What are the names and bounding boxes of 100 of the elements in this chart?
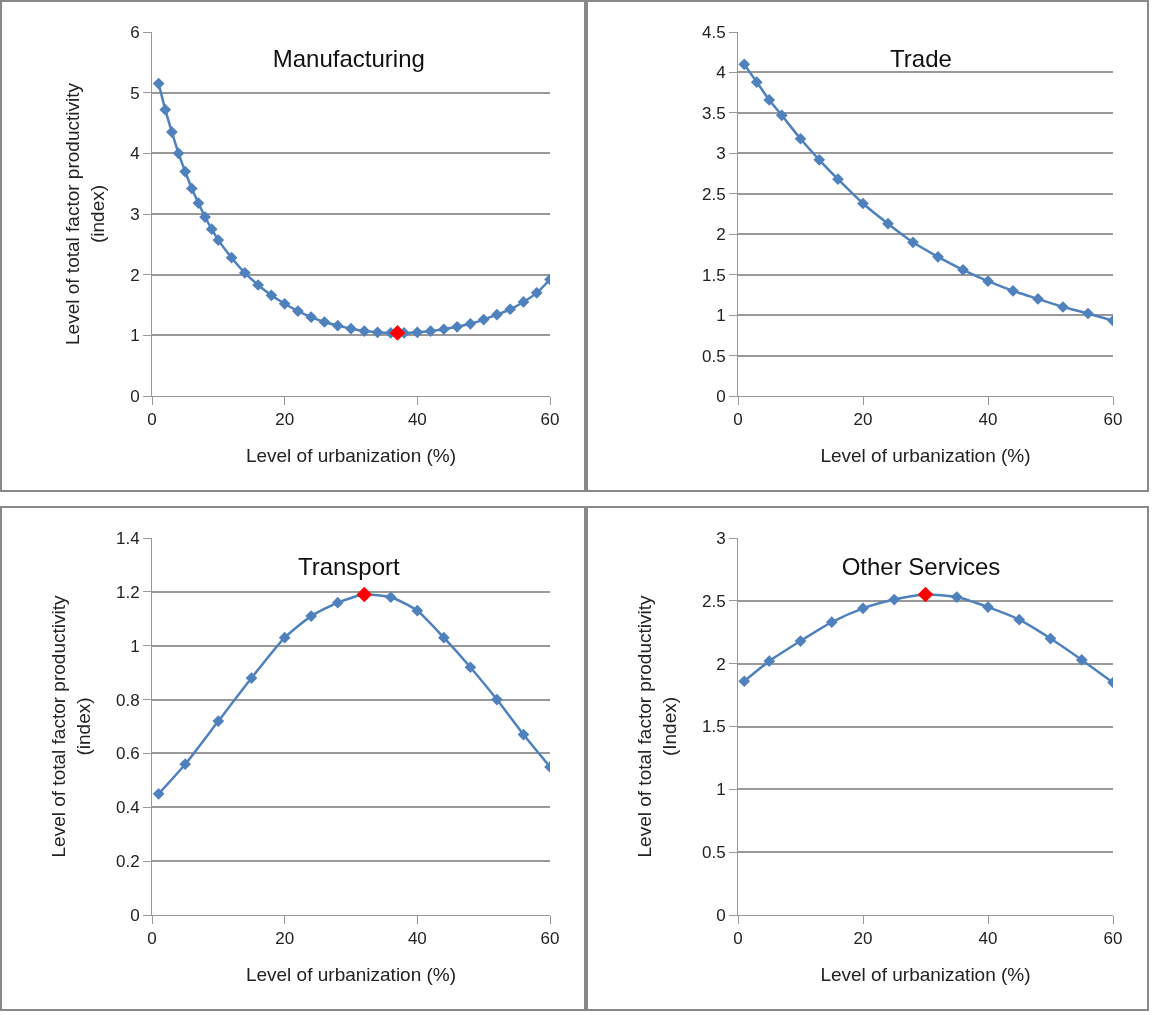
y-tick-label: 3 — [130, 204, 140, 224]
y-tick-label: 0 — [130, 386, 140, 406]
y-tick-label: 0 — [716, 905, 726, 925]
y-tick-label: 4.5 — [701, 22, 726, 42]
point — [371, 326, 384, 339]
y-tick-label: 0.5 — [701, 346, 726, 366]
point — [438, 631, 450, 644]
point — [750, 76, 763, 88]
point — [464, 661, 477, 674]
x-axis-title: Level of urbanization (%) — [820, 964, 1031, 986]
point — [179, 165, 192, 178]
y-tick-label: 4 — [130, 144, 140, 164]
point — [763, 655, 776, 667]
x-tick-label: 20 — [275, 929, 295, 949]
y-tick-label: 1 — [716, 780, 726, 800]
x-axis-title: Level of urbanization (%) — [245, 964, 457, 986]
point — [517, 296, 530, 308]
point — [775, 109, 788, 122]
point — [794, 132, 807, 145]
point — [477, 313, 490, 326]
y-tick-label: 0.2 — [115, 852, 140, 872]
point — [172, 147, 185, 160]
y-tick-label: 2.5 — [701, 591, 726, 611]
x-tick-label: 20 — [853, 929, 873, 949]
point — [278, 631, 291, 644]
point — [245, 672, 258, 684]
point — [205, 223, 218, 236]
point — [345, 322, 357, 335]
x-tick-label: 0 — [147, 929, 157, 949]
point — [185, 182, 198, 195]
x-tick-label: 60 — [540, 929, 560, 949]
point — [950, 591, 963, 603]
point — [305, 311, 318, 323]
y-tick-label: 2.5 — [701, 184, 726, 204]
text: Trade — [890, 45, 952, 73]
point — [152, 77, 165, 90]
point — [252, 279, 264, 291]
y-tick-label: 3 — [716, 528, 726, 548]
text: Manufacturing — [272, 45, 425, 73]
point — [239, 267, 251, 279]
x-tick-label: 0 — [733, 410, 743, 430]
point — [464, 317, 477, 330]
point — [857, 197, 869, 210]
point — [832, 173, 844, 186]
point — [813, 153, 826, 166]
point — [530, 287, 543, 299]
point — [166, 126, 178, 138]
point — [504, 303, 517, 316]
x-tick-label: 60 — [540, 410, 560, 430]
x-tick-label: 60 — [1103, 929, 1123, 949]
y-tick-label: 1 — [130, 636, 140, 656]
point — [331, 319, 344, 332]
point — [389, 325, 406, 341]
y-tick-label: 1.5 — [701, 265, 726, 285]
point — [384, 591, 397, 604]
point — [907, 236, 919, 249]
x-tick-label: 40 — [407, 929, 427, 949]
point — [957, 263, 969, 276]
point — [1044, 632, 1057, 645]
x-tick-label: 0 — [147, 410, 157, 430]
point — [794, 635, 807, 647]
x-tick-label: 40 — [978, 410, 998, 430]
x-tick-label: 40 — [407, 410, 427, 430]
point — [179, 758, 192, 771]
y-tick-label: 2 — [716, 654, 726, 674]
point — [451, 320, 463, 333]
y-tick-label: 6 — [130, 22, 140, 42]
point — [857, 602, 869, 615]
point — [159, 103, 172, 116]
y-tick-label: 1.5 — [701, 717, 726, 737]
y-tick-label: 2 — [716, 225, 726, 245]
y-tick-label: 0.4 — [115, 798, 140, 818]
y-tick-label: 0 — [716, 386, 726, 406]
text: Other Services — [841, 552, 1001, 580]
y-tick-label: 3 — [716, 144, 726, 164]
point — [212, 715, 225, 727]
y-tick-label: 5 — [130, 83, 140, 103]
point — [438, 323, 450, 336]
point — [888, 593, 901, 606]
y-axis-title: Level of total factor productivity (index) — [62, 82, 108, 345]
y-tick-label: 0 — [130, 905, 140, 925]
x-axis-title: Level of urbanization (%) — [820, 445, 1031, 467]
x-tick-label: 20 — [275, 410, 295, 430]
point — [1007, 284, 1019, 297]
y-tick-label: 1 — [130, 326, 140, 346]
point — [738, 58, 751, 71]
y-axis-title: Level of total factor productivity (Index) — [634, 595, 680, 858]
x-tick-label: 60 — [1103, 410, 1123, 430]
point — [932, 251, 944, 263]
point — [738, 675, 751, 688]
point — [331, 596, 344, 609]
y-tick-label: 4 — [716, 63, 726, 83]
point — [1075, 654, 1088, 666]
y-tick-label: 1.4 — [115, 528, 140, 548]
point — [225, 251, 238, 264]
point — [763, 94, 776, 106]
x-tick-label: 40 — [978, 929, 998, 949]
point — [411, 604, 424, 617]
point — [265, 289, 278, 302]
point — [152, 787, 165, 800]
